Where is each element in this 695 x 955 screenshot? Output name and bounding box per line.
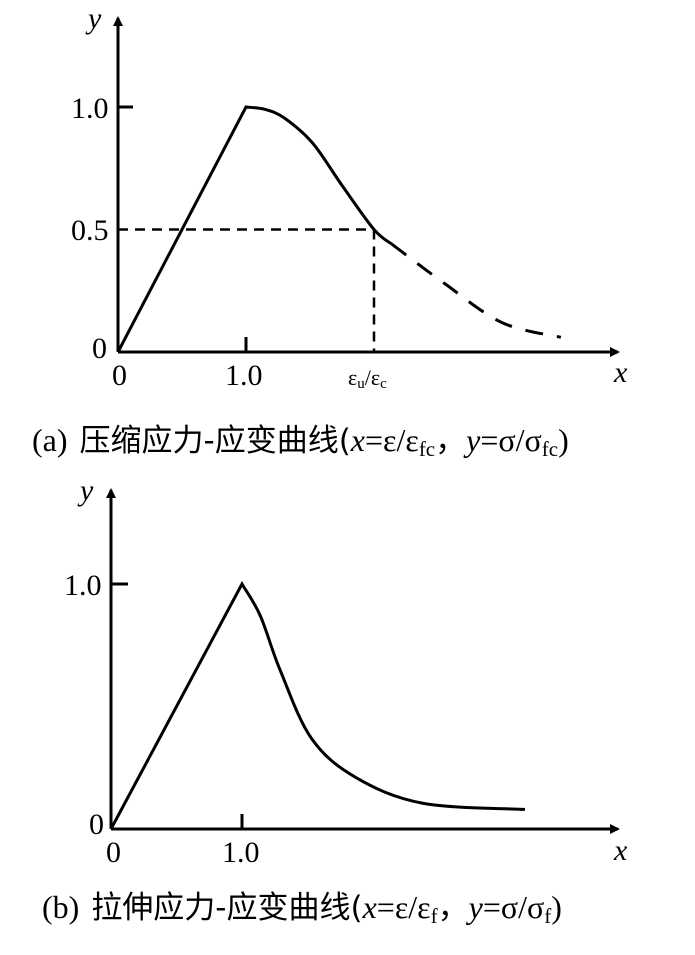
x-tick-label-1.0: 1.0 [225,359,263,392]
x-tick-label-0: 0 [106,836,121,869]
y-tick-label-0: 0 [92,332,107,365]
curve-solid-0 [116,105,393,353]
compression-chart: y x 0 0.5 1.0 0 1.0 εu/εc (a) 压缩应力-应变曲线(x… [32,2,628,461]
caption-b: (b) 拉伸应力-应变曲线(x=ε/εf，y=σ/σf) [42,889,562,928]
tension-chart: y x 0 1.0 0 1.0 (b) 拉伸应力-应变曲线(x=ε/εf，y=σ/… [42,474,628,928]
x-axis-label: x [613,356,628,389]
caption-a: (a) 压缩应力-应变曲线(x=ε/εfc，y=σ/σfc) [32,422,569,461]
y-tick-label-1.0: 1.0 [71,92,109,125]
y-tick-label-1.0: 1.0 [64,569,102,602]
x-tick-label-0: 0 [112,359,127,392]
x-tick-label-1.0: 1.0 [222,836,260,869]
y-axis-label: y [77,474,94,507]
curve-dashed-1 [391,242,562,339]
x-tick-label-eu-ec: εu/εc [348,365,387,392]
y-tick-label-0: 0 [89,808,104,841]
x-axis-label: x [613,834,628,867]
y-axis-label: y [85,2,102,35]
curve-solid-0 [109,580,526,830]
y-tick-label-0.5: 0.5 [71,214,109,247]
